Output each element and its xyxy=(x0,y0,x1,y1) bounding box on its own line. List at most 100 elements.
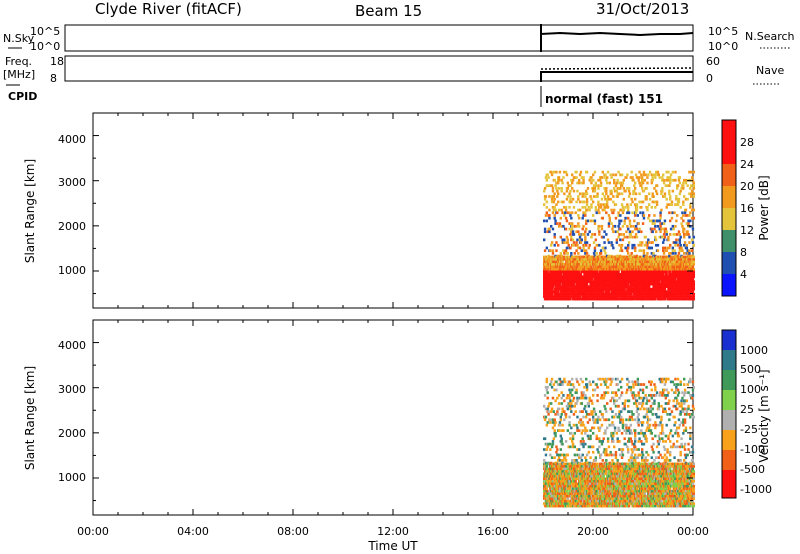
heatmap-cell xyxy=(543,219,546,223)
power-ytick-1000: 1000 xyxy=(58,264,86,277)
heatmap-cell xyxy=(634,268,638,271)
heatmap-cell xyxy=(634,173,638,177)
heatmap-cell xyxy=(643,275,647,278)
heatmap-cell xyxy=(612,270,615,274)
heatmap-cell xyxy=(654,176,657,179)
heatmap-cell xyxy=(545,184,549,188)
heatmap-cell xyxy=(692,195,696,198)
heatmap-cell xyxy=(557,412,560,416)
heatmap-cell xyxy=(565,290,569,293)
heatmap-cell xyxy=(557,290,560,293)
heatmap-cell xyxy=(561,255,564,259)
heatmap-cell xyxy=(585,273,588,276)
heatmap-cell xyxy=(663,287,667,291)
heatmap-cell xyxy=(571,394,574,397)
heatmap-cell xyxy=(663,297,667,301)
heatmap-cell xyxy=(576,181,579,185)
heatmap-cell xyxy=(553,214,556,217)
heatmap-cell xyxy=(584,195,587,198)
heatmap-cell xyxy=(654,173,657,177)
heatmap-cell xyxy=(566,211,570,215)
heatmap-cell xyxy=(545,205,549,209)
heatmap-cell xyxy=(544,176,548,179)
nave-tick-bottom: 0 xyxy=(706,72,713,85)
heatmap-cell xyxy=(571,211,574,215)
heatmap-cell xyxy=(549,297,552,301)
heatmap-cell xyxy=(692,285,696,288)
heatmap-cell xyxy=(543,448,546,451)
heatmap-cell xyxy=(559,273,563,276)
heatmap-cell xyxy=(557,208,561,212)
heatmap-cell xyxy=(606,200,609,204)
heatmap-cell xyxy=(582,415,585,419)
heatmap-cell xyxy=(565,173,569,177)
heatmap-cell xyxy=(560,200,563,204)
power-cbar-tick-16: 16 xyxy=(740,202,754,215)
heatmap-cell xyxy=(676,282,680,286)
heatmap-cell xyxy=(584,211,587,215)
heatmap-cell xyxy=(621,211,625,215)
heatmap-cell xyxy=(580,260,584,264)
heatmap-cell xyxy=(577,252,580,255)
heatmap-cell xyxy=(637,255,640,259)
heatmap-cell xyxy=(585,270,589,274)
heatmap-cell xyxy=(618,222,621,225)
heatmap-cell xyxy=(583,280,586,283)
heatmap-cell xyxy=(546,492,549,495)
heatmap-cell xyxy=(548,472,551,476)
heatmap-cell xyxy=(623,235,626,239)
heatmap-cell xyxy=(676,233,679,236)
heatmap-cell xyxy=(562,459,565,462)
heatmap-cell xyxy=(671,282,675,286)
heatmap-cell xyxy=(543,489,546,493)
heatmap-cell xyxy=(558,459,562,462)
heatmap-cell xyxy=(566,470,570,473)
heatmap-cell xyxy=(565,489,569,493)
heatmap-cell xyxy=(565,189,569,193)
heatmap-cell xyxy=(598,224,601,228)
heatmap-cell xyxy=(568,423,571,427)
power-panel: 4000 3000 2000 1000 Slant Range [km] 28 … xyxy=(23,112,771,309)
heatmap-cell xyxy=(597,200,600,204)
heatmap-cell xyxy=(564,415,568,419)
heatmap-cell xyxy=(692,268,696,271)
heatmap-cell xyxy=(601,246,605,250)
heatmap-cell xyxy=(585,170,589,174)
heatmap-cell xyxy=(545,219,549,223)
heatmap-cell xyxy=(557,224,561,228)
heatmap-cell xyxy=(638,285,641,288)
heatmap-cell xyxy=(549,487,552,490)
heatmap-cell xyxy=(585,282,589,286)
heatmap-cell xyxy=(548,214,551,217)
heatmap-cell xyxy=(584,480,587,483)
heatmap-cell xyxy=(557,504,561,508)
heatmap-cell xyxy=(566,268,570,271)
heatmap-cell xyxy=(578,297,582,301)
heatmap-cell xyxy=(578,295,582,298)
heatmap-cell xyxy=(581,421,584,424)
heatmap-cell xyxy=(631,230,634,234)
heatmap-cell xyxy=(596,243,599,247)
heatmap-cell xyxy=(569,297,572,301)
heatmap-cell xyxy=(604,197,607,201)
heatmap-cell xyxy=(572,396,576,400)
heatmap-cell xyxy=(548,195,551,198)
heatmap-cell xyxy=(683,178,686,182)
heatmap-cell xyxy=(670,200,674,204)
heatmap-cell xyxy=(676,197,679,201)
heatmap-cell xyxy=(558,423,562,427)
heatmap-cell xyxy=(585,470,589,473)
heatmap-cell xyxy=(586,260,590,264)
heatmap-cell xyxy=(582,178,585,182)
heatmap-cell xyxy=(577,292,580,296)
heatmap-cell xyxy=(602,235,605,239)
heatmap-cell xyxy=(572,241,576,244)
heatmap-cell xyxy=(557,383,560,386)
heatmap-cell xyxy=(581,396,584,400)
heatmap-cell xyxy=(617,270,620,274)
heatmap-cell xyxy=(575,224,578,228)
heatmap-cell xyxy=(559,448,563,451)
power-cbar-tick-24: 24 xyxy=(740,158,754,171)
heatmap-cell xyxy=(584,404,587,408)
heatmap-cell xyxy=(592,499,595,503)
